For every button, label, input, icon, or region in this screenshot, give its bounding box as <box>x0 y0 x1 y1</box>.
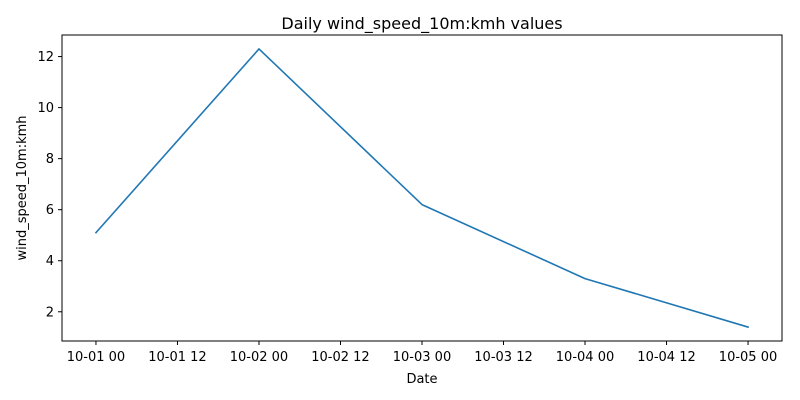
series-layer <box>94 48 750 329</box>
x-tick-label: 10-01 12 <box>148 350 206 365</box>
y-tick-label: 2 <box>46 305 54 320</box>
y-tick-label: 10 <box>37 101 54 116</box>
x-tick-label: 10-02 12 <box>311 350 369 365</box>
y-tick-label: 6 <box>46 203 54 218</box>
y-tick-label: 8 <box>46 152 54 167</box>
x-tick-label: 10-04 12 <box>637 350 695 365</box>
y-tick-label: 4 <box>46 254 54 269</box>
x-tick-label: 10-03 12 <box>474 350 532 365</box>
plot-frame <box>61 34 783 342</box>
y-axis-label: wind_speed_10m:kmh <box>15 115 30 260</box>
x-tick-label: 10-02 00 <box>230 350 288 365</box>
series-line-0 <box>94 48 750 329</box>
x-tick-label: 10-04 00 <box>556 350 614 365</box>
x-axis-label: Date <box>406 372 437 387</box>
y-axis-ticks: 2 4 6 8 10 12 <box>37 50 62 320</box>
x-tick-label: 10-05 00 <box>719 350 777 365</box>
y-tick-label: 12 <box>37 50 54 65</box>
x-tick-label: 10-01 00 <box>67 350 125 365</box>
x-tick-label: 10-03 00 <box>393 350 451 365</box>
chart-title: Daily wind_speed_10m:kmh values <box>281 14 562 34</box>
x-axis-ticks: 10-01 00 10-01 12 10-02 00 10-02 12 10-03 00… <box>67 341 777 365</box>
